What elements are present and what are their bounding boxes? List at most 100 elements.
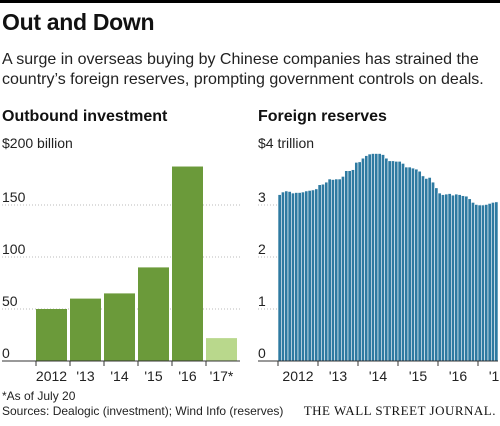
bar — [417, 170, 422, 362]
bar — [481, 204, 485, 362]
bar — [321, 183, 325, 362]
bar — [394, 161, 399, 362]
bar — [367, 153, 372, 362]
x-tick-label: '16 — [449, 368, 467, 384]
bar — [444, 193, 449, 362]
bar — [437, 192, 442, 362]
bar — [70, 298, 101, 361]
sources-note: Sources: Dealogic (investment); Wind Inf… — [2, 404, 284, 418]
bar — [172, 166, 203, 361]
bar — [457, 194, 462, 362]
bar — [411, 167, 415, 362]
bar — [477, 204, 482, 362]
wsj-logo: THE WALL STREET JOURNAL. — [303, 403, 496, 418]
bar — [314, 188, 319, 362]
bar — [357, 161, 362, 362]
bar — [487, 203, 492, 362]
footnote: *As of July 20 — [2, 389, 76, 403]
bar — [381, 154, 385, 362]
bar — [427, 177, 432, 362]
bar — [387, 160, 392, 362]
bar — [311, 189, 315, 362]
bar — [294, 192, 299, 362]
x-tick-label: '16 — [178, 368, 196, 384]
reserves-chart-title: Foreign reserves — [258, 108, 387, 125]
bar — [36, 309, 67, 361]
bar — [327, 178, 332, 362]
x-tick-label: '15 — [144, 368, 162, 384]
y-tick-label: 1 — [258, 293, 266, 309]
y-tick-label: 100 — [2, 241, 26, 257]
bar — [347, 170, 352, 362]
bar — [397, 161, 402, 362]
x-tick-label: '13 — [329, 368, 347, 384]
bar — [464, 195, 469, 362]
x-tick-label: '14 — [110, 368, 128, 384]
bar — [361, 157, 365, 362]
bar — [454, 193, 459, 362]
y-tick-label: 2 — [258, 241, 266, 257]
bar — [291, 192, 295, 362]
x-tick-label: '13 — [76, 368, 94, 384]
bar — [404, 166, 409, 362]
bar — [337, 178, 342, 362]
bar — [138, 267, 169, 361]
bar — [431, 181, 435, 362]
y-tick-label: 50 — [2, 293, 18, 309]
bar — [277, 194, 282, 362]
headline: Out and Down — [2, 9, 155, 35]
bar — [374, 153, 379, 362]
bar — [467, 198, 472, 362]
outbound-unit-label: $200 billion — [2, 135, 73, 151]
bar — [434, 187, 439, 362]
bar — [341, 176, 345, 362]
x-tick-label: 2012 — [36, 368, 67, 384]
bar — [407, 166, 412, 362]
bar — [206, 338, 237, 361]
subheadline: A surge in overseas buying by Chinese co… — [2, 51, 484, 88]
y-tick-label: 0 — [2, 345, 10, 361]
y-tick-label: 3 — [258, 189, 266, 205]
bar — [287, 191, 292, 362]
bar — [391, 160, 395, 362]
bar — [297, 192, 302, 362]
bar — [461, 195, 465, 362]
bar — [377, 153, 382, 362]
y-tick-label: 0 — [258, 345, 266, 361]
bar — [344, 170, 349, 362]
bar — [331, 179, 335, 362]
bar — [317, 184, 322, 362]
bar — [401, 163, 405, 362]
bar — [301, 191, 305, 362]
x-tick-label: '14 — [369, 368, 387, 384]
bar — [414, 168, 419, 362]
bar — [441, 194, 445, 362]
bar — [474, 204, 479, 362]
x-tick-label: 2012 — [282, 368, 313, 384]
bar — [284, 190, 289, 362]
outbound-chart-title: Outbound investment — [2, 108, 168, 125]
bar — [364, 155, 369, 362]
outbound-investment-chart: $200 billion 0 50 100 150 2012 '13 '14 '15 '16 '1… — [2, 135, 240, 384]
bar — [494, 201, 499, 362]
bar — [104, 293, 135, 361]
top-rule — [0, 0, 500, 3]
bar — [421, 175, 425, 362]
bar — [471, 202, 475, 362]
bar — [447, 193, 452, 362]
x-tick-label: '17* — [210, 368, 234, 384]
bar — [307, 190, 312, 362]
x-tick-label: '17 — [489, 368, 500, 384]
bar — [351, 169, 355, 362]
reserves-unit-label: $4 trillion — [258, 135, 314, 151]
bar — [371, 153, 375, 362]
bar — [451, 194, 455, 362]
bar — [281, 191, 285, 362]
bar — [424, 178, 429, 362]
bar — [484, 204, 489, 362]
bar — [304, 190, 309, 362]
x-tick-label: '15 — [409, 368, 427, 384]
bar — [384, 157, 389, 362]
bar — [324, 181, 329, 362]
y-tick-label: 150 — [2, 189, 26, 205]
